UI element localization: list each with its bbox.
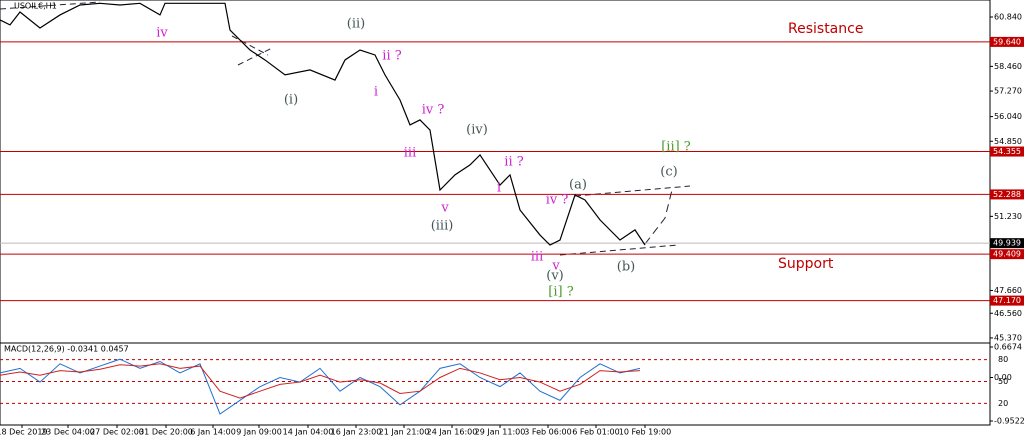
wave-label: (a) xyxy=(569,178,587,193)
x-tick-label: 31 Dec 20:00 xyxy=(139,428,193,437)
x-tick-label: 14 Jan 04:00 xyxy=(283,428,334,437)
wave-label: (c) xyxy=(660,165,677,180)
level-tick-label: 20 xyxy=(998,399,1008,408)
y-tick-label: 51.230 xyxy=(994,212,1022,221)
wave-label: iii xyxy=(404,146,416,161)
wave-label: i xyxy=(497,181,501,196)
trendline xyxy=(237,47,273,66)
x-tick-label: 27 Dec 02:00 xyxy=(90,428,144,437)
level-label: 47.170 xyxy=(993,296,1021,305)
support-label: Support xyxy=(778,256,834,272)
x-tick-label: 3 Feb 06:00 xyxy=(524,428,571,437)
macd-line xyxy=(0,363,641,399)
wave-label: iii xyxy=(531,250,543,265)
x-tick-label: 10 Feb 19:00 xyxy=(619,428,671,437)
y-tick-label: 60.840 xyxy=(994,13,1022,22)
y-tick-label: 47.660 xyxy=(994,286,1022,295)
level-label: 54.355 xyxy=(993,147,1021,156)
x-tick-label: 9 Jan 09:00 xyxy=(236,428,282,437)
x-tick-label: 24 Jan 16:00 xyxy=(427,428,478,437)
y-tick-label: 54.850 xyxy=(994,137,1022,146)
wave-label: v xyxy=(551,259,560,274)
current-tag xyxy=(990,238,1024,249)
level-label: 52.288 xyxy=(993,190,1021,199)
resistance-label: Resistance xyxy=(788,21,863,37)
level-tag xyxy=(990,146,1024,157)
macd-tick-label: 0.6674 xyxy=(994,343,1022,352)
wave-label: (iii) xyxy=(431,219,454,234)
wave-label: v xyxy=(440,201,449,216)
level-tick-label: 80 xyxy=(998,355,1008,364)
level-label: 49.409 xyxy=(993,250,1021,259)
y-tick-label: 45.370 xyxy=(994,333,1022,342)
x-tick-label: 23 Dec 04:00 xyxy=(41,428,95,437)
level-tick-label: 50 xyxy=(998,377,1008,386)
wave-label: (b) xyxy=(617,260,635,275)
chart-title: USOIL€,H1 xyxy=(14,2,57,11)
macd-title: MACD(12,26,9) -0.0341 0.0457 xyxy=(4,345,129,354)
trendline xyxy=(231,35,269,56)
current-label: 49.939 xyxy=(993,239,1021,248)
trendline xyxy=(0,1,101,10)
level-tag xyxy=(990,189,1024,200)
y-tick-label: 56.040 xyxy=(994,112,1022,121)
wave-label: ii ? xyxy=(382,49,401,64)
price-line xyxy=(0,2,646,246)
x-tick-label: 16 Jan 23:00 xyxy=(331,428,382,437)
wave-label: (i) xyxy=(284,93,298,108)
wave-label: (iv) xyxy=(466,123,488,138)
level-label: 59.640 xyxy=(993,37,1021,46)
x-tick-label: 18 Dec 2019 xyxy=(0,428,48,437)
level-tag xyxy=(990,249,1024,260)
plot-frame xyxy=(0,0,991,426)
y-tick-label: 57.270 xyxy=(994,87,1022,96)
projection xyxy=(644,189,673,245)
macd-line xyxy=(0,358,641,415)
y-tick-label: 58.460 xyxy=(994,62,1022,71)
wave-label: (v) xyxy=(546,269,564,284)
x-tick-label: 6 Feb 01:00 xyxy=(572,428,619,437)
wave-label: ii ? xyxy=(504,155,523,170)
level-tag xyxy=(990,295,1024,306)
wave-label: [ii] ? xyxy=(661,140,691,155)
x-tick-label: 21 Jan 21:00 xyxy=(379,428,430,437)
wave-label: [i] ? xyxy=(548,285,573,300)
level-tag xyxy=(990,36,1024,47)
macd-tick-label: 0.00 xyxy=(994,373,1012,382)
x-tick-label: 29 Jan 11:00 xyxy=(475,428,526,437)
wave-label: iv xyxy=(156,26,168,41)
macd-tick-label: -0.9522 xyxy=(994,417,1024,426)
wave-label: (ii) xyxy=(347,17,365,32)
wave-label: i xyxy=(374,85,378,100)
wave-label: iv ? xyxy=(422,103,445,118)
wave-label: iv ? xyxy=(546,193,569,208)
y-tick-label: 46.560 xyxy=(994,309,1022,318)
x-tick-label: 6 Jan 14:00 xyxy=(190,428,236,437)
